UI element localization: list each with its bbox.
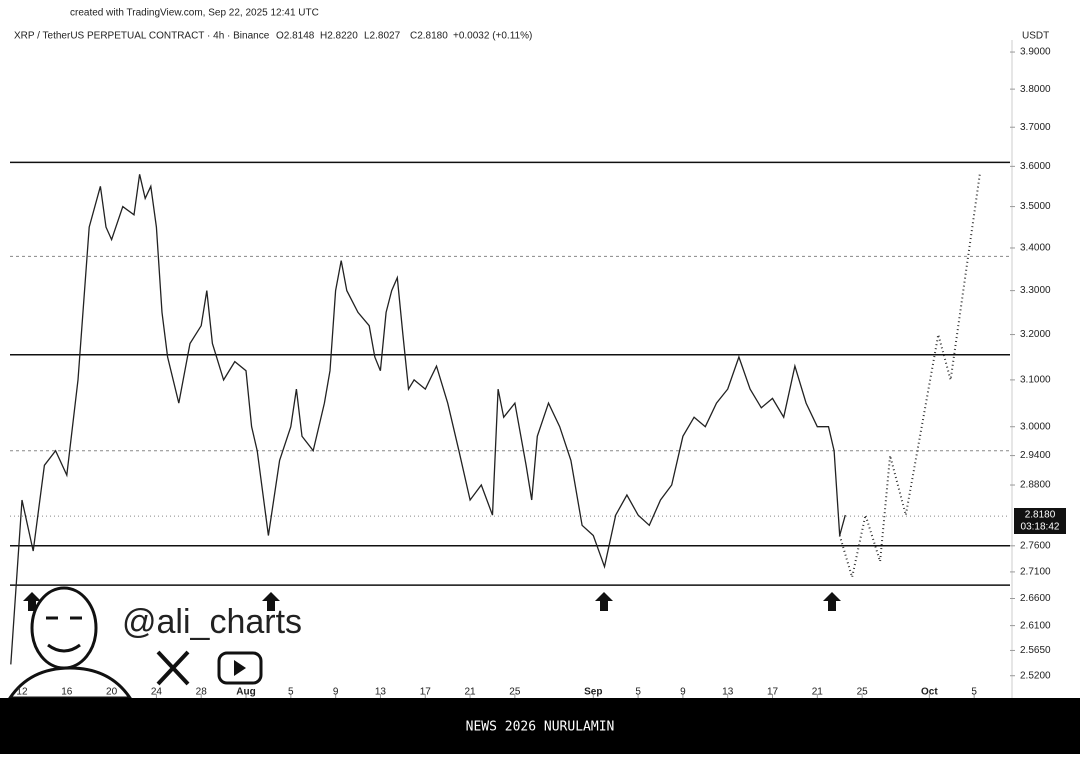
price-line <box>10 174 846 665</box>
x-tick-label: 5 <box>288 687 294 698</box>
symbol: XRP / TetherUS PERPETUAL CONTRACT · 4h ·… <box>14 31 270 42</box>
high: H2.8220 <box>320 31 358 42</box>
y-tick-label: 2.7600 <box>1020 540 1051 551</box>
y-tick-label: 3.0000 <box>1020 421 1051 432</box>
x-tick-label: Aug <box>236 687 255 698</box>
x-tick-label: 21 <box>465 687 477 698</box>
y-tick-label: 3.7000 <box>1020 122 1051 133</box>
footer <box>0 698 1080 754</box>
x-tick-label: 9 <box>333 687 339 698</box>
countdown: 03:18:42 <box>1021 522 1060 533</box>
price-tag-value: 2.8180 <box>1025 510 1056 521</box>
x-tick-label: 13 <box>375 687 387 698</box>
credit: created with TradingView.com, Sep 22, 20… <box>70 8 319 19</box>
y-tick-label: 3.1000 <box>1020 375 1051 386</box>
x-tick-label: Oct <box>921 687 938 698</box>
arrow <box>23 592 41 611</box>
play-triangle <box>234 660 246 676</box>
y-tick-label: 2.5650 <box>1020 645 1051 656</box>
x-tick-label: 13 <box>722 687 734 698</box>
footer-text: NEWS 2026 NURULAMIN <box>466 720 615 735</box>
x-tick-label: 17 <box>420 687 432 698</box>
x-tick-label: 24 <box>151 687 163 698</box>
low: L2.8027 <box>364 31 401 42</box>
y-tick-label: 3.4000 <box>1020 243 1051 254</box>
handle: @ali_charts <box>122 603 302 641</box>
x-tick-label: 25 <box>857 687 869 698</box>
x-tick-label: 5 <box>635 687 641 698</box>
y-tick-label: 2.6600 <box>1020 593 1051 604</box>
y-tick-label: 3.2000 <box>1020 329 1051 340</box>
x-tick-label: 9 <box>680 687 686 698</box>
y-tick-label: 2.8800 <box>1020 480 1051 491</box>
x-tick-label: 28 <box>196 687 208 698</box>
x-tick-label: Sep <box>584 687 602 698</box>
arrow <box>262 592 280 611</box>
price-tag <box>1014 508 1066 534</box>
price-line <box>838 174 981 578</box>
y-tick-label: 2.7100 <box>1020 567 1051 578</box>
x-icon <box>156 650 190 686</box>
y-tick-label: 2.5200 <box>1020 670 1051 681</box>
plot <box>10 51 1015 698</box>
y-tick-label: 2.9400 <box>1020 450 1051 461</box>
play-icon <box>217 651 263 685</box>
y-tick-label: 3.9000 <box>1020 47 1051 58</box>
close: C2.8180 <box>410 31 448 42</box>
y-tick-label: 3.5000 <box>1020 201 1051 212</box>
y-tick-label: 3.3000 <box>1020 285 1051 296</box>
avatar <box>7 586 133 700</box>
currency: USDT <box>1022 31 1049 42</box>
x-tick-label: 20 <box>106 687 118 698</box>
y-tick-label: 3.6000 <box>1020 161 1051 172</box>
open: O2.8148 <box>276 31 315 42</box>
arrows <box>23 592 841 611</box>
x-tick-label: 5 <box>971 687 977 698</box>
x-tick-label: 25 <box>509 687 521 698</box>
x-tick-label: 17 <box>767 687 779 698</box>
arrow <box>823 592 841 611</box>
x-tick-label: 21 <box>812 687 824 698</box>
y-tick-label: 2.6100 <box>1020 620 1051 631</box>
arrow <box>595 592 613 611</box>
x-tick-label: 16 <box>61 687 73 698</box>
x-tick-label: 12 <box>16 687 28 698</box>
change: +0.0032 (+0.11%) <box>453 31 532 42</box>
y-tick-label: 3.8000 <box>1020 84 1051 95</box>
